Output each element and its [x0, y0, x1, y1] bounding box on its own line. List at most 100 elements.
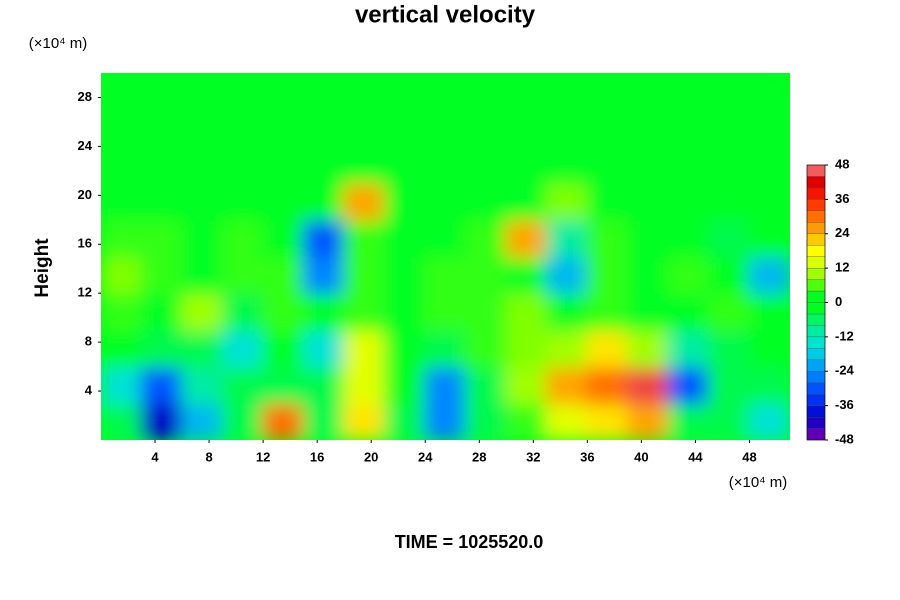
cell — [383, 108, 427, 148]
colorbar-band — [806, 279, 826, 292]
cell — [505, 145, 548, 185]
cell — [667, 73, 710, 111]
cell — [262, 402, 305, 440]
cell — [626, 255, 670, 295]
cell — [545, 73, 589, 111]
cell — [505, 292, 548, 331]
cell — [586, 108, 629, 148]
cell — [302, 108, 346, 148]
cell — [221, 292, 265, 331]
colorbar-tick-label: 36 — [835, 191, 849, 206]
cell — [586, 292, 629, 331]
cell — [748, 218, 790, 258]
cell — [221, 73, 265, 111]
cell — [383, 182, 427, 221]
cell — [667, 255, 710, 295]
cell — [586, 365, 629, 405]
cell — [707, 182, 751, 221]
cell — [586, 73, 629, 111]
cell — [221, 108, 265, 148]
colorbar-tick-label: -48 — [835, 431, 854, 446]
colorbar-band — [806, 256, 826, 269]
colorbar-band — [806, 313, 826, 326]
cell — [707, 402, 751, 440]
cell — [343, 108, 386, 148]
cell — [181, 292, 224, 331]
cell — [221, 365, 265, 405]
cell — [302, 145, 346, 185]
cell — [343, 292, 386, 331]
cell — [221, 182, 265, 221]
cell — [667, 328, 710, 368]
x-tick-label: 16 — [310, 449, 324, 464]
cell — [262, 73, 305, 111]
colorbar-band — [806, 416, 826, 429]
y-tick-label: 16 — [78, 236, 92, 251]
cell — [140, 365, 184, 405]
cell — [586, 328, 629, 368]
cell — [101, 255, 143, 295]
cell — [505, 402, 548, 440]
x-tick-label: 12 — [256, 449, 270, 464]
cell — [140, 255, 184, 295]
cell — [343, 145, 386, 185]
cell — [101, 182, 143, 221]
cell — [667, 182, 710, 221]
cell — [262, 218, 305, 258]
x-tick-label: 48 — [742, 449, 756, 464]
cell — [586, 402, 629, 440]
colorbar-band — [806, 164, 826, 177]
cell — [181, 218, 224, 258]
cell — [101, 145, 143, 185]
colorbar-band — [806, 176, 826, 189]
cell — [262, 108, 305, 148]
y-tick-label: 28 — [78, 89, 92, 104]
cell — [140, 108, 184, 148]
colorbar-band — [806, 382, 826, 395]
cell — [707, 365, 751, 405]
cell — [221, 255, 265, 295]
cell — [383, 402, 427, 440]
x-tick-label: 24 — [418, 449, 433, 464]
colorbar-band — [806, 199, 826, 211]
y-tick-label: 20 — [78, 187, 92, 202]
colorbar-tick-label: 24 — [835, 225, 850, 240]
cell — [707, 108, 751, 148]
cell — [140, 182, 184, 221]
cell — [262, 328, 305, 368]
cell — [464, 145, 508, 185]
colorbar-band — [806, 222, 826, 234]
cell — [343, 255, 386, 295]
cell — [464, 328, 508, 368]
y-axis-label: Height — [32, 238, 53, 298]
cell — [343, 328, 386, 368]
cell — [505, 365, 548, 405]
cell — [383, 218, 427, 258]
x-tick-label: 36 — [580, 449, 594, 464]
cell — [383, 73, 427, 111]
chart-title: vertical velocity — [355, 1, 536, 28]
colorbar-band — [806, 302, 826, 315]
cell — [140, 292, 184, 331]
cell — [181, 402, 224, 440]
cell — [464, 402, 508, 440]
colorbar-band — [806, 371, 826, 383]
cell — [464, 255, 508, 295]
cell — [626, 182, 670, 221]
cell — [302, 328, 346, 368]
cell — [626, 218, 670, 258]
cell — [626, 292, 670, 331]
cell — [545, 218, 589, 258]
cell — [707, 328, 751, 368]
colorbar-tick-label: -24 — [835, 363, 855, 378]
cell — [343, 218, 386, 258]
cell — [748, 328, 790, 368]
x-tick-label: 44 — [688, 449, 703, 464]
cell — [302, 255, 346, 295]
cell — [667, 145, 710, 185]
cell — [545, 292, 589, 331]
cell — [221, 145, 265, 185]
cell — [464, 292, 508, 331]
cell — [101, 218, 143, 258]
